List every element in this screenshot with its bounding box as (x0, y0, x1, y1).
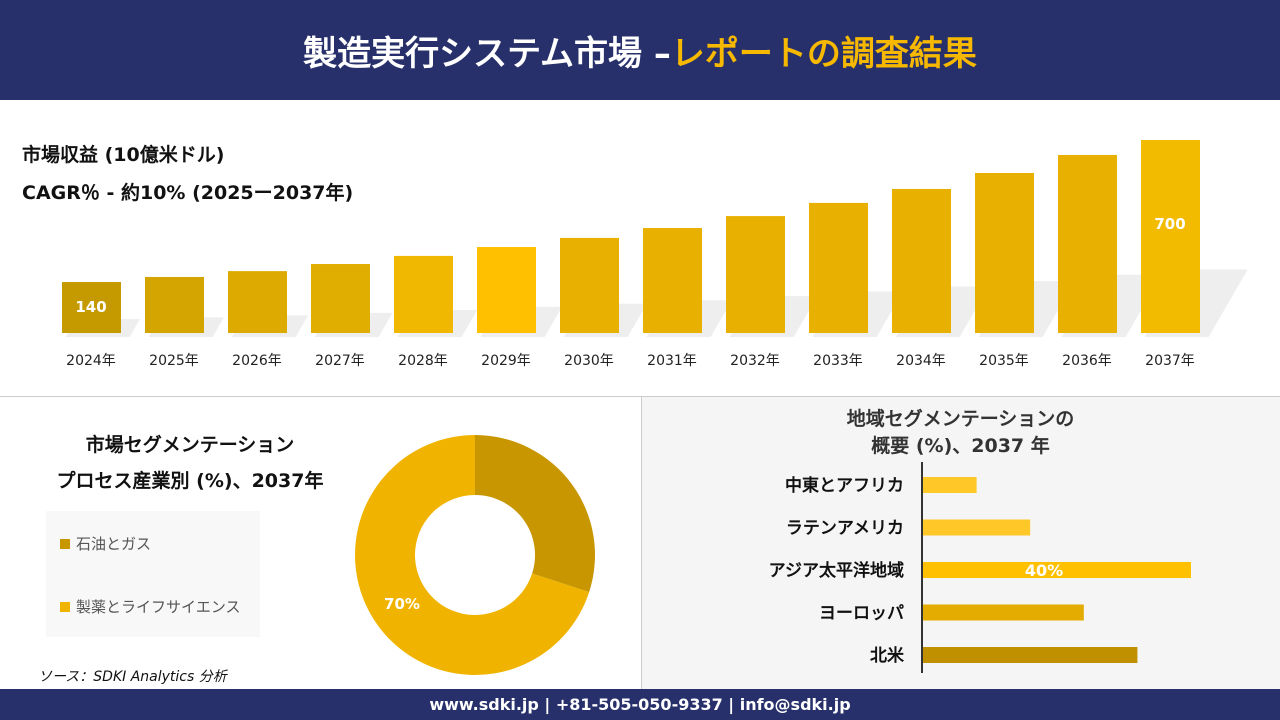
bar-2034年 (892, 188, 951, 333)
bar-2029年 (477, 247, 536, 333)
process-donut-chart: 70% (355, 435, 595, 675)
x-tick-label: 2034年 (896, 353, 946, 369)
x-tick-label: 2037年 (1145, 353, 1195, 369)
donut-data-label: 70% (384, 595, 420, 613)
region-bar-3 (923, 604, 1084, 621)
x-tick-label: 2025年 (149, 353, 199, 369)
x-tick-label: 2026年 (232, 353, 282, 369)
x-tick-label: 2033年 (813, 353, 863, 369)
bar-2027年 (311, 264, 370, 333)
donut-slice-1 (355, 435, 590, 675)
cagr-label: CAGR％ - 約10% (2025ー2037年) (22, 182, 354, 204)
x-tick-label: 2036年 (1062, 353, 1112, 369)
divider (0, 396, 1280, 397)
bar-2024年 (62, 282, 121, 333)
donut-legend: 石油とガス 製薬とライフサイエンス (46, 511, 260, 637)
revenue-bar-chart: 2024年 140 2025年 2026年 2027年 2028年 2029年 2030年 20… (62, 140, 1248, 369)
bar-2030年 (560, 237, 619, 333)
bar-2036年 (1058, 154, 1117, 333)
bar-2028年 (394, 255, 453, 333)
region-data-label: 40% (1025, 561, 1063, 580)
title-accent: レポートの調査結果 (670, 33, 977, 74)
region-label: アジア太平洋地域 (769, 560, 904, 581)
bar-2032年 (726, 216, 785, 333)
x-tick-label: 2035年 (979, 353, 1029, 369)
region-bar-0 (923, 477, 977, 493)
bar-2037年 (1141, 140, 1200, 333)
x-tick-label: 2029年 (481, 353, 531, 369)
region-label: 中東とアフリカ (785, 475, 904, 496)
legend-item-pharma: 製薬とライフサイエンス (60, 596, 241, 617)
source-note: ソース：SDKI Analytics 分析 (38, 669, 227, 685)
region-bar-2 (923, 562, 1191, 578)
region-bar-1 (923, 519, 1031, 536)
data-label: 140 (75, 298, 106, 316)
footer-contact: www.sdki.jp | +81-505-050-9337 | info@sd… (0, 689, 1280, 720)
x-tick-label: 2027年 (315, 353, 365, 369)
region-label: 北米 (870, 645, 905, 666)
legend-item-oil-gas: 石油とガス (60, 533, 151, 554)
legend-swatch (60, 601, 70, 612)
donut-slice-0 (475, 435, 595, 593)
bar-2035年 (975, 172, 1034, 333)
revenue-label: 市場収益 (10億米ドル) (22, 144, 225, 166)
x-tick-label: 2024年 (66, 353, 116, 369)
header-banner: 製造実行システム市場 – レポートの調査結果 (0, 0, 1280, 100)
segment-title-1: 市場セグメンテーション (85, 434, 295, 456)
bar-2033年 (809, 202, 868, 333)
bar-2031年 (643, 228, 702, 333)
region-panel (641, 397, 1280, 689)
title-main: 製造実行システム市場 – (303, 33, 671, 74)
data-label: 700 (1154, 215, 1185, 233)
region-label: ヨーロッパ (819, 604, 904, 624)
x-tick-label: 2031年 (647, 353, 697, 369)
bar-2025年 (145, 276, 204, 333)
region-title-1: 地域セグメンテーションの (846, 408, 1075, 430)
region-title-2: 概要 (%)、2037 年 (871, 435, 1050, 457)
x-tick-label: 2028年 (398, 353, 448, 369)
bar-2026年 (228, 271, 287, 333)
x-tick-label: 2030年 (564, 353, 614, 369)
segment-title-2: プロセス産業別 (%)、2037年 (56, 470, 324, 492)
region-bar-4 (923, 647, 1138, 663)
x-tick-label: 2032年 (730, 353, 780, 369)
region-label: ラテンアメリカ (786, 519, 904, 539)
legend-swatch (60, 538, 70, 549)
